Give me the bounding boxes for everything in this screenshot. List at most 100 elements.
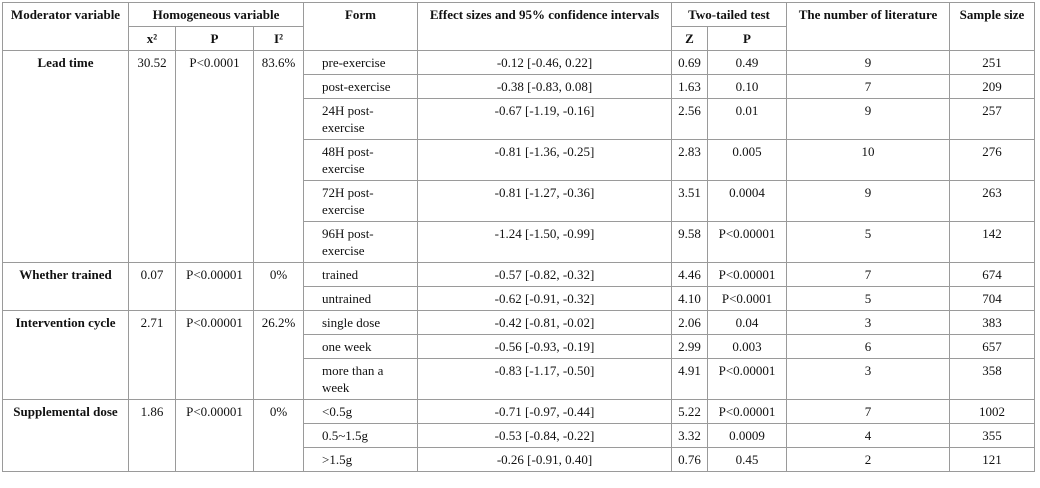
- p-value-cell: 0.0009: [707, 423, 787, 448]
- moderator-cell: Whether trained: [2, 262, 129, 311]
- effect-size-cell: -0.53 [-0.84, -0.22]: [417, 423, 672, 448]
- literature-count-cell: 9: [786, 98, 950, 140]
- effect-size-cell: -0.83 [-1.17, -0.50]: [417, 358, 672, 400]
- table-row: untrained -0.62 [-0.91, -0.32] 4.10 P<0.000…: [3, 286, 1035, 311]
- chi2-cell: 0.07: [128, 262, 176, 311]
- form-cell: 0.5~1.5g: [303, 423, 418, 448]
- form-cell: single dose: [303, 310, 418, 335]
- z-cell: 0.69: [671, 50, 708, 75]
- header-cell: Form: [303, 2, 418, 51]
- chi2-cell: 30.52: [128, 50, 176, 263]
- sample-size-cell: 251: [949, 50, 1035, 75]
- table-row: Intervention cycle 2.71 P<0.00001 26.2% sing…: [2, 310, 1035, 400]
- header-cell: Moderator variable: [2, 2, 129, 51]
- p-value-cell: P<0.00001: [707, 262, 787, 287]
- literature-count-cell: 5: [786, 286, 950, 311]
- p-value-cell: 0.003: [707, 334, 787, 359]
- form-cell: 96H post-exercise: [303, 221, 418, 263]
- effect-size-cell: -1.24 [-1.50, -0.99]: [417, 221, 672, 263]
- effect-size-cell: -0.42 [-0.81, -0.02]: [417, 310, 672, 335]
- moderator-cell: Intervention cycle: [2, 310, 129, 400]
- z-cell: 2.99: [671, 334, 708, 359]
- sample-size-cell: 1002: [949, 399, 1035, 424]
- p-value-cell: 0.005: [707, 139, 787, 181]
- chi2-cell: 2.71: [128, 310, 176, 400]
- z-cell: 2.83: [671, 139, 708, 181]
- effect-size-cell: -0.67 [-1.19, -0.16]: [417, 98, 672, 140]
- literature-count-cell: 9: [786, 50, 950, 75]
- effect-size-cell: -0.62 [-0.91, -0.32]: [417, 286, 672, 311]
- table-row: 48H post-exercise -0.81 [-1.36, -0.25] 2.8…: [3, 139, 1035, 181]
- effect-size-cell: -0.81 [-1.27, -0.36]: [417, 180, 672, 222]
- p-value-cell: P<0.00001: [707, 221, 787, 263]
- sample-size-cell: 358: [949, 358, 1035, 400]
- homogeneity-p-cell: P<0.00001: [175, 262, 254, 311]
- p-value-cell: 0.45: [707, 447, 787, 472]
- p-value-cell: 0.10: [707, 74, 787, 99]
- table-row: 0.5~1.5g -0.53 [-0.84, -0.22] 3.32 0.0009 4 3…: [3, 423, 1035, 448]
- z-cell: 5.22: [671, 399, 708, 424]
- header-cell: P: [175, 26, 254, 51]
- form-cell: pre-exercise: [303, 50, 418, 75]
- effect-size-cell: -0.26 [-0.91, 0.40]: [417, 447, 672, 472]
- p-value-cell: 0.0004: [707, 180, 787, 222]
- sample-size-cell: 657: [949, 334, 1035, 359]
- p-value-cell: P<0.0001: [707, 286, 787, 311]
- header-cell: Sample size: [949, 2, 1035, 51]
- z-cell: 4.10: [671, 286, 708, 311]
- z-cell: 3.32: [671, 423, 708, 448]
- header-cell: Effect sizes and 95% confidence interval…: [417, 2, 672, 51]
- i2-cell: 0%: [253, 399, 304, 472]
- form-cell: more than a week: [303, 358, 418, 400]
- table-row: more than a week -0.83 [-1.17, -0.50] 4.91…: [3, 358, 1035, 400]
- form-cell: trained: [303, 262, 418, 287]
- literature-count-cell: 2: [786, 447, 950, 472]
- table-row: 96H post-exercise -1.24 [-1.50, -0.99] 9.5…: [3, 221, 1035, 263]
- p-value-cell: P<0.00001: [707, 399, 787, 424]
- sample-size-cell: 263: [949, 180, 1035, 222]
- effect-size-cell: -0.81 [-1.36, -0.25]: [417, 139, 672, 181]
- z-cell: 2.56: [671, 98, 708, 140]
- effect-size-cell: -0.71 [-0.97, -0.44]: [417, 399, 672, 424]
- header-cell: I²: [253, 26, 304, 51]
- sample-size-cell: 209: [949, 74, 1035, 99]
- z-cell: 3.51: [671, 180, 708, 222]
- literature-count-cell: 3: [786, 358, 950, 400]
- form-cell: <0.5g: [303, 399, 418, 424]
- effect-size-cell: -0.56 [-0.93, -0.19]: [417, 334, 672, 359]
- form-cell: one week: [303, 334, 418, 359]
- literature-count-cell: 7: [786, 74, 950, 99]
- p-value-cell: 0.49: [707, 50, 787, 75]
- form-cell: untrained: [303, 286, 418, 311]
- sample-size-cell: 257: [949, 98, 1035, 140]
- literature-count-cell: 4: [786, 423, 950, 448]
- effect-size-cell: -0.38 [-0.83, 0.08]: [417, 74, 672, 99]
- i2-cell: 26.2%: [253, 310, 304, 400]
- z-cell: 0.76: [671, 447, 708, 472]
- p-value-cell: 0.01: [707, 98, 787, 140]
- form-cell: 24H post-exercise: [303, 98, 418, 140]
- form-cell: >1.5g: [303, 447, 418, 472]
- effect-size-cell: -0.12 [-0.46, 0.22]: [417, 50, 672, 75]
- z-cell: 4.46: [671, 262, 708, 287]
- header-cell: P: [707, 26, 787, 51]
- z-cell: 2.06: [671, 310, 708, 335]
- literature-count-cell: 7: [786, 262, 950, 287]
- z-cell: 4.91: [671, 358, 708, 400]
- sample-size-cell: 276: [949, 139, 1035, 181]
- chi2-cell: 1.86: [128, 399, 176, 472]
- sample-size-cell: 383: [949, 310, 1035, 335]
- homogeneity-p-cell: P<0.0001: [175, 50, 254, 263]
- header-cell: x²: [128, 26, 176, 51]
- form-cell: post-exercise: [303, 74, 418, 99]
- literature-count-cell: 7: [786, 399, 950, 424]
- table-row: 24H post-exercise -0.67 [-1.19, -0.16] 2.5…: [3, 98, 1035, 140]
- literature-count-cell: 10: [786, 139, 950, 181]
- sample-size-cell: 704: [949, 286, 1035, 311]
- moderator-cell: Supplemental dose: [2, 399, 129, 472]
- literature-count-cell: 5: [786, 221, 950, 263]
- effect-size-cell: -0.57 [-0.82, -0.32]: [417, 262, 672, 287]
- z-cell: 1.63: [671, 74, 708, 99]
- results-table: Moderator variable Homogeneous variable …: [2, 2, 1035, 472]
